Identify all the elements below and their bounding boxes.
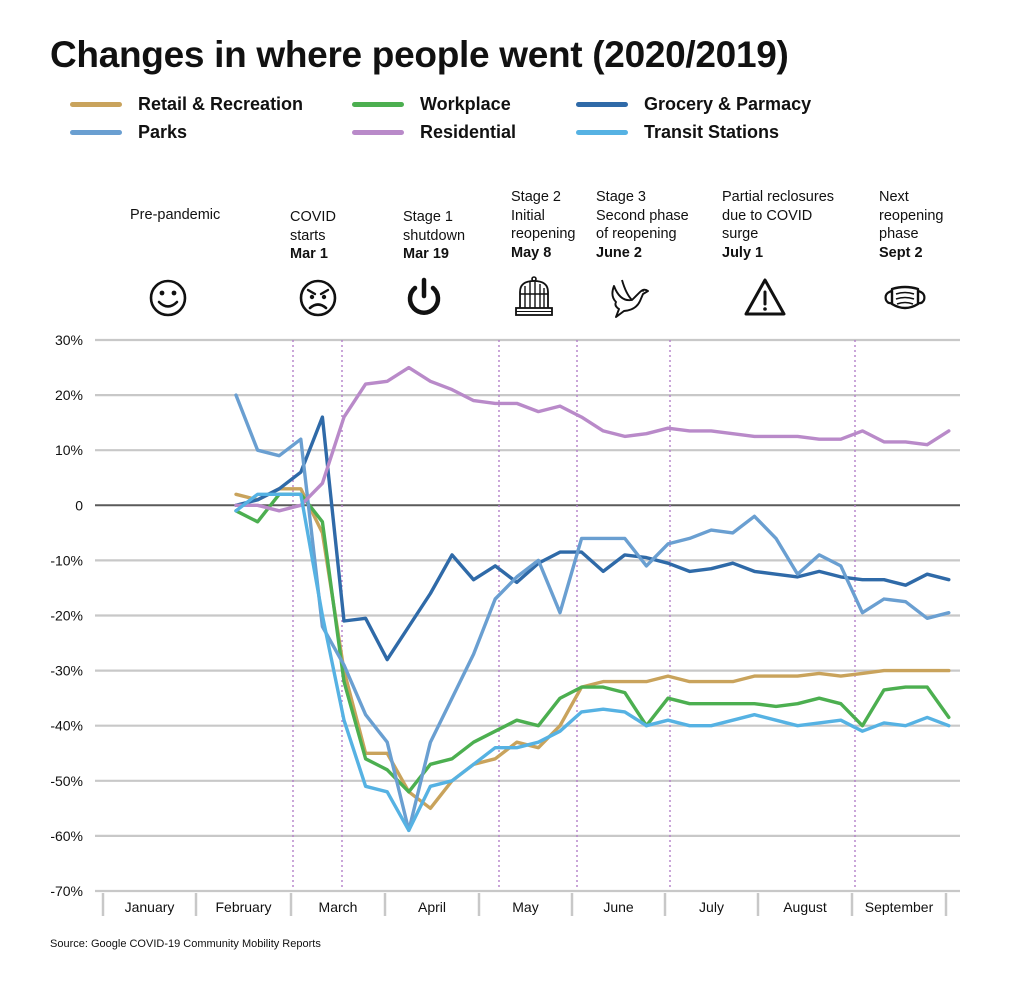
y-tick-label: 0 [75, 497, 83, 513]
series-line-residential [234, 365, 951, 513]
stage-date: June 2 [596, 244, 642, 261]
y-tick-label: -50% [50, 773, 83, 789]
legend-swatch [576, 102, 628, 107]
stage-label: Initial [511, 207, 545, 224]
series-line-workplace [234, 492, 951, 794]
stage-label: Next [879, 189, 909, 205]
stage-label: COVID [290, 209, 336, 225]
legend-swatch [70, 130, 122, 135]
series-line-parks [234, 393, 951, 833]
y-tick-label: 10% [55, 442, 83, 458]
stage-label: shutdown [403, 227, 466, 244]
series-line-grocery-parmacy [234, 415, 951, 662]
y-tick-label: -20% [50, 608, 83, 624]
source-note: Source: Google COVID-19 Community Mobili… [50, 938, 321, 950]
legend-swatch [352, 130, 404, 135]
stage-label: Pre-pandemic [130, 207, 221, 223]
x-tick-label: February [215, 899, 271, 915]
legend-label: Parks [138, 122, 188, 142]
stage-label: due to COVID [722, 207, 813, 224]
legend-label: Transit Stations [644, 122, 780, 142]
stage-label: of reopening [596, 226, 677, 242]
legend-label: Residential [420, 122, 517, 142]
stage-label: Second phase [596, 207, 689, 224]
x-tick-label: July [699, 899, 724, 915]
stage-date: Sept 2 [879, 244, 923, 261]
x-tick-label: August [783, 899, 827, 915]
smile-icon [146, 276, 190, 320]
stage-date: July 1 [722, 244, 764, 261]
stage-date: May 8 [511, 244, 552, 261]
legend-swatch [70, 102, 122, 107]
x-tick-label: May [512, 899, 538, 915]
stage-annotation: Stage 1 shutdown Mar 19 [403, 208, 465, 264]
stage-label: Stage 1 [403, 209, 453, 225]
legend-swatch [352, 102, 404, 107]
stage-label: reopening [879, 207, 944, 224]
series-line-retail-recreation [234, 487, 951, 810]
face-mask-icon [883, 276, 927, 320]
legend-item: Workplace [352, 94, 511, 115]
y-tick-label: -40% [50, 718, 83, 734]
y-tick-label: 30% [55, 332, 83, 348]
legend-swatch [576, 130, 628, 135]
stage-annotation: Next reopening phase Sept 2 [879, 188, 944, 262]
legend-item: Retail & Recreation [70, 94, 303, 115]
legend-label: Workplace [420, 94, 511, 114]
legend-label: Grocery & Parmacy [644, 94, 812, 114]
y-tick-label: -60% [50, 828, 83, 844]
mobility-line-chart: 30% 20% 10% 0 -10% -20% -30% -40% -50% -60% -70% Ja… [50, 332, 960, 916]
stage-label: surge [722, 226, 759, 242]
x-tick-label: January [125, 899, 175, 915]
y-tick-label: 20% [55, 387, 83, 403]
y-tick-label: -70% [50, 883, 83, 899]
stage-label: Stage 2 [511, 189, 561, 205]
y-tick-label: -10% [50, 552, 83, 568]
y-tick-label: -30% [50, 663, 83, 679]
stage-annotation: Pre-pandemic [130, 206, 220, 225]
stage-annotation: COVID starts Mar 1 [290, 208, 336, 264]
stage-annotation: Partial reclosures due to COVID surge July … [722, 188, 834, 262]
stage-label: phase [879, 226, 919, 242]
stage-label: Stage 3 [596, 189, 646, 205]
x-tick-label: June [603, 899, 634, 915]
warning-icon [743, 276, 787, 320]
stage-annotation: Stage 2 Initial reopening May 8 [511, 188, 576, 262]
legend-label: Retail & Recreation [138, 94, 304, 114]
power-icon [402, 276, 446, 320]
legend-item: Parks [70, 122, 187, 143]
x-tick-label: April [418, 899, 446, 915]
x-tick-label: March [319, 899, 358, 915]
stage-label: starts [290, 227, 326, 244]
angry-face-icon [296, 276, 340, 320]
chart-title: Changes in where people went (2020/2019) [50, 34, 789, 75]
legend-item: Residential [352, 122, 516, 143]
legend-item: Transit Stations [576, 122, 779, 143]
x-tick-label: September [865, 899, 934, 915]
stage-annotation: Stage 3 Second phase of reopening June 2 [596, 188, 689, 262]
dove-icon [608, 276, 652, 320]
birdcage-icon [512, 276, 556, 320]
stage-date: Mar 19 [403, 246, 449, 262]
legend-item: Grocery & Parmacy [576, 94, 811, 115]
stage-label: Partial reclosures [722, 189, 835, 205]
stage-label: reopening [511, 226, 576, 242]
stage-date: Mar 1 [290, 246, 328, 262]
series-line-transit-stations [234, 492, 951, 833]
